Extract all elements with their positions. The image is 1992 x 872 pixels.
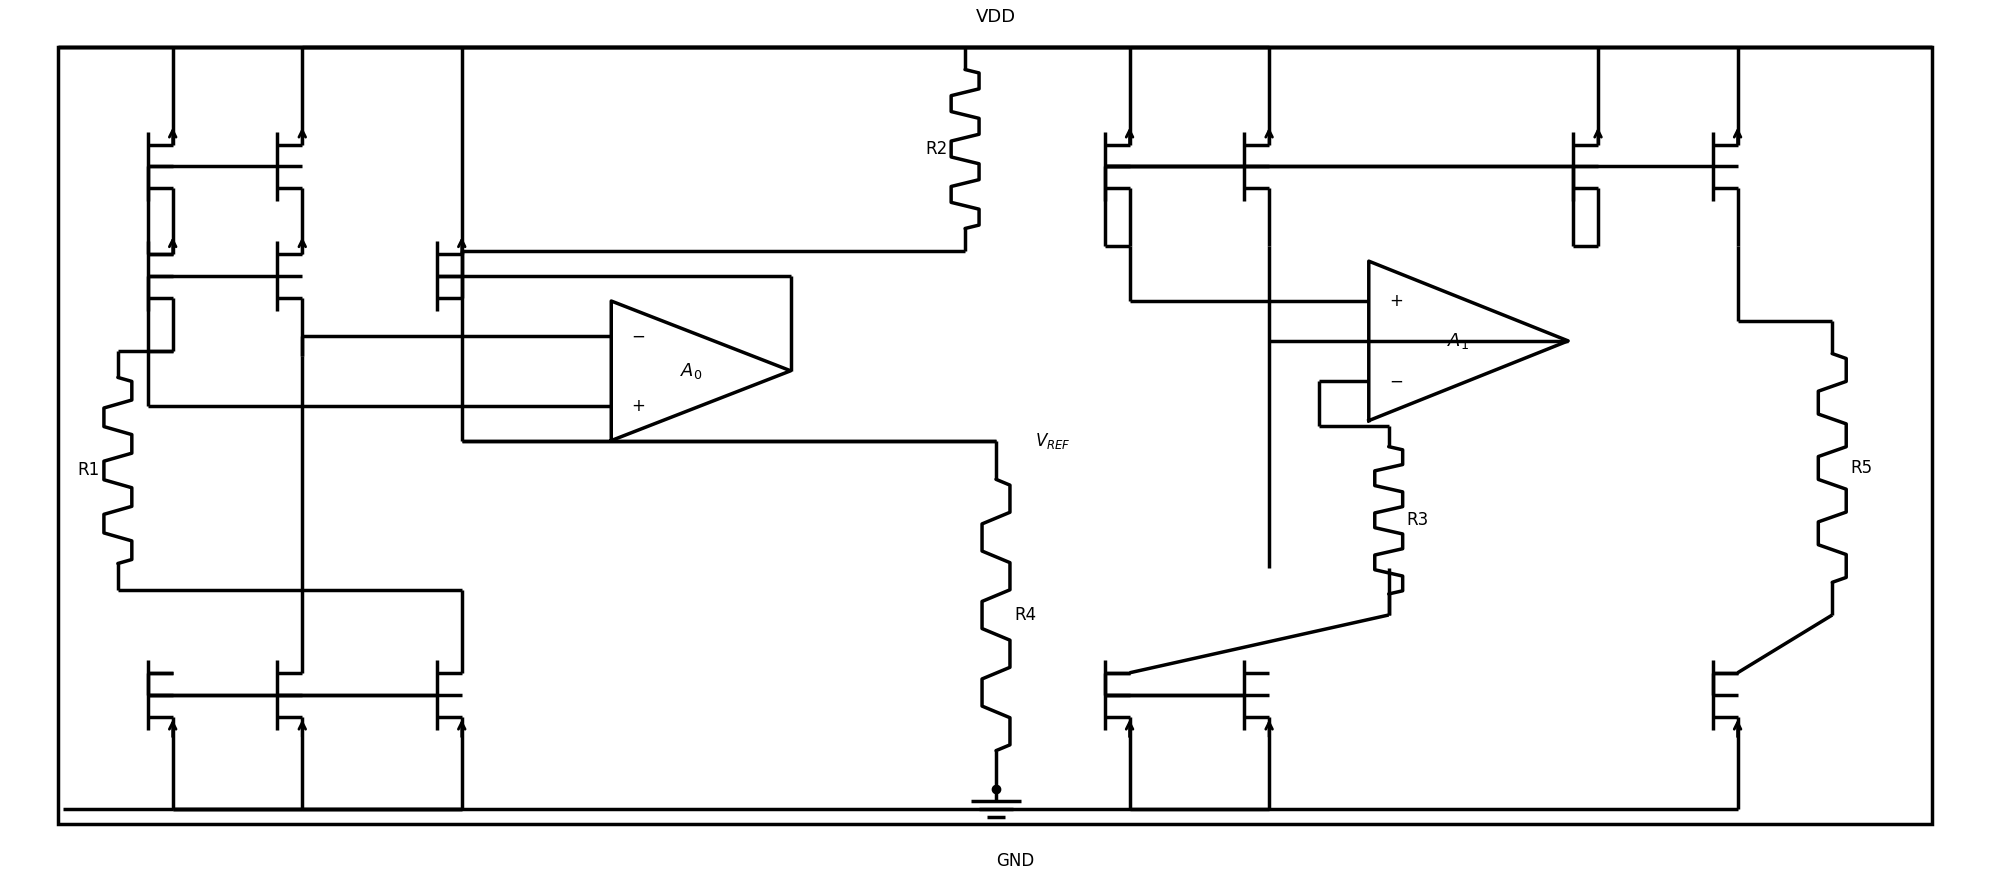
Text: VDD: VDD bbox=[976, 8, 1016, 26]
Text: R4: R4 bbox=[1014, 606, 1036, 624]
Bar bbox=[58, 47, 1932, 824]
Text: $V_{REF}$: $V_{REF}$ bbox=[1036, 431, 1070, 451]
Text: $A_0$: $A_0$ bbox=[679, 361, 703, 381]
Text: $+$: $+$ bbox=[1388, 292, 1402, 310]
Text: $A_1$: $A_1$ bbox=[1448, 330, 1470, 351]
Text: $-$: $-$ bbox=[1388, 371, 1402, 390]
Text: R3: R3 bbox=[1406, 511, 1428, 529]
Text: GND: GND bbox=[996, 852, 1034, 870]
Text: R5: R5 bbox=[1851, 459, 1872, 477]
Text: R2: R2 bbox=[924, 140, 946, 158]
Text: $-$: $-$ bbox=[631, 327, 645, 345]
Text: R1: R1 bbox=[78, 461, 100, 480]
Text: $+$: $+$ bbox=[631, 397, 645, 415]
